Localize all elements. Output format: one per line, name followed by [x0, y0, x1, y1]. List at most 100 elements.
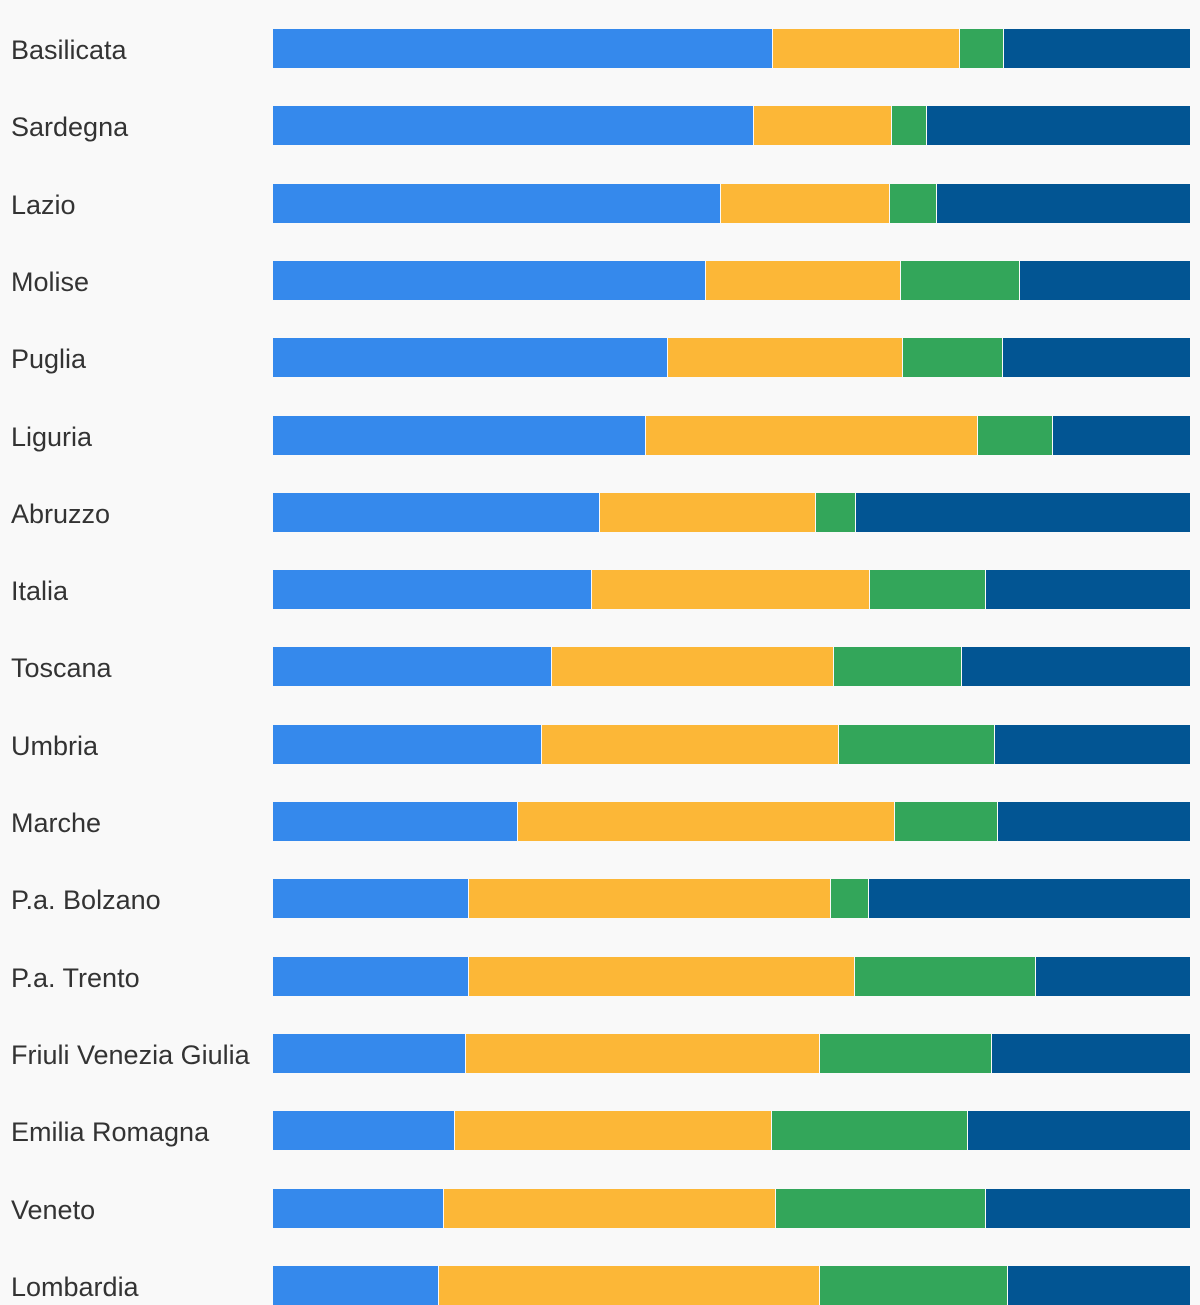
stacked-bar: [273, 647, 1190, 687]
bar-segment-series-4: [998, 802, 1190, 841]
row-label: Umbria: [11, 730, 99, 761]
bar-segment-series-1: [273, 570, 593, 610]
bar-segment-series-2: [705, 260, 902, 300]
bar-segment-series-1: [273, 1265, 439, 1305]
bar-segment-series-2: [721, 183, 891, 223]
bar-segment-series-1: [273, 879, 470, 919]
bar-segment-series-2: [600, 492, 816, 532]
bar-segment-series-3: [830, 879, 870, 919]
row-label: Abruzzo: [11, 498, 111, 529]
bar-segment-series-2: [754, 106, 892, 146]
bar-segment-series-1: [273, 492, 601, 532]
stacked-bar: [273, 29, 1190, 68]
bar-segment-series-4: [968, 1111, 1190, 1151]
stacked-bar: [273, 879, 1190, 919]
stacked-bar: [273, 1033, 1190, 1073]
row-label: Puglia: [11, 344, 87, 375]
stacked-bar: [273, 802, 1190, 841]
bar-segment-series-4: [961, 647, 1190, 687]
bar-segment-series-4: [1008, 1265, 1190, 1305]
bar-segment-series-3: [894, 802, 999, 841]
bar-segment-series-4: [869, 879, 1190, 919]
bar-segment-series-4: [986, 1188, 1190, 1228]
stacked-bar: [273, 1111, 1190, 1151]
bar-segment-series-2: [444, 1188, 777, 1228]
stacked-bar: [273, 956, 1190, 996]
bar-segment-series-3: [890, 183, 937, 223]
bar-segment-series-3: [815, 492, 857, 532]
stacked-bar: [273, 570, 1190, 610]
stacked-bar: [273, 492, 1190, 532]
bar-segment-series-4: [1003, 29, 1190, 68]
bar-segment-series-4: [1020, 260, 1190, 300]
bar-segment-series-4: [936, 183, 1190, 223]
bar-segment-series-2: [469, 956, 856, 996]
row-label: Toscana: [11, 653, 112, 684]
row-label: Lombardia: [11, 1271, 139, 1302]
stacked-bar: [273, 260, 1190, 300]
bar-segment-series-3: [978, 415, 1054, 455]
bar-segment-series-2: [646, 415, 979, 455]
bar-segment-series-1: [273, 106, 755, 146]
bar-segment-series-1: [273, 647, 552, 687]
bar-segment-series-2: [465, 1033, 820, 1073]
bar-segment-series-2: [438, 1265, 821, 1305]
row-label: P.a. Bolzano: [11, 885, 161, 916]
stacked-bar: [273, 1265, 1190, 1305]
bar-segment-series-4: [1002, 338, 1190, 378]
bar-segment-series-1: [273, 802, 518, 841]
bar-segment-series-3: [834, 647, 962, 687]
stacked-bar: [273, 183, 1190, 223]
row-label: Lazio: [11, 189, 76, 220]
bar-segment-series-2: [469, 879, 831, 919]
row-label: Sardegna: [11, 112, 129, 143]
bar-segment-series-4: [856, 492, 1190, 532]
bar-segment-series-2: [455, 1111, 772, 1151]
bar-segment-series-3: [819, 1033, 992, 1073]
bar-segment-series-4: [986, 570, 1190, 610]
row-label: Molise: [11, 266, 90, 297]
bar-segment-series-3: [855, 956, 1036, 996]
bar-segment-series-1: [273, 29, 773, 68]
bar-segment-series-1: [273, 1111, 456, 1151]
row-label: Italia: [11, 576, 69, 607]
stacked-bar: [273, 338, 1190, 378]
bar-segment-series-1: [273, 1188, 445, 1228]
row-label: Basilicata: [11, 35, 127, 65]
bar-segment-series-3: [776, 1188, 987, 1228]
row-label: Liguria: [11, 421, 93, 452]
bar-segment-series-4: [994, 724, 1190, 764]
bar-segment-series-1: [273, 1033, 466, 1073]
bar-segment-series-2: [668, 338, 903, 378]
bar-segment-series-3: [902, 338, 1003, 378]
row-label: Marche: [11, 808, 102, 838]
bar-segment-series-2: [541, 724, 839, 764]
bar-segment-series-2: [551, 647, 835, 687]
row-label: P.a. Trento: [11, 962, 140, 993]
bar-segment-series-2: [517, 802, 895, 841]
bar-segment-series-1: [273, 415, 647, 455]
bar-segment-series-1: [273, 260, 706, 300]
bar-segment-series-3: [901, 260, 1021, 300]
bar-segment-series-3: [869, 570, 987, 610]
bar-segment-series-4: [991, 1033, 1190, 1073]
bar-segment-series-4: [1053, 415, 1190, 455]
stacked-bar: [273, 724, 1190, 764]
bar-segment-series-1: [273, 183, 722, 223]
row-label: Emilia Romagna: [11, 1117, 210, 1148]
bar-segment-series-3: [891, 106, 927, 146]
bar-segment-series-3: [771, 1111, 969, 1151]
row-label: Friuli Venezia Giulia: [11, 1039, 250, 1070]
bar-segment-series-4: [926, 106, 1190, 146]
stacked-bar: [273, 106, 1190, 146]
bar-segment-series-1: [273, 956, 470, 996]
row-label: Veneto: [11, 1194, 96, 1225]
stacked-bar: [273, 415, 1190, 455]
bar-segment-series-3: [838, 724, 995, 764]
bar-segment-series-4: [1035, 956, 1190, 996]
bar-segment-series-3: [820, 1265, 1009, 1305]
bar-segment-series-3: [959, 29, 1004, 68]
bar-segment-series-1: [273, 724, 542, 764]
bar-segment-series-1: [273, 338, 669, 378]
